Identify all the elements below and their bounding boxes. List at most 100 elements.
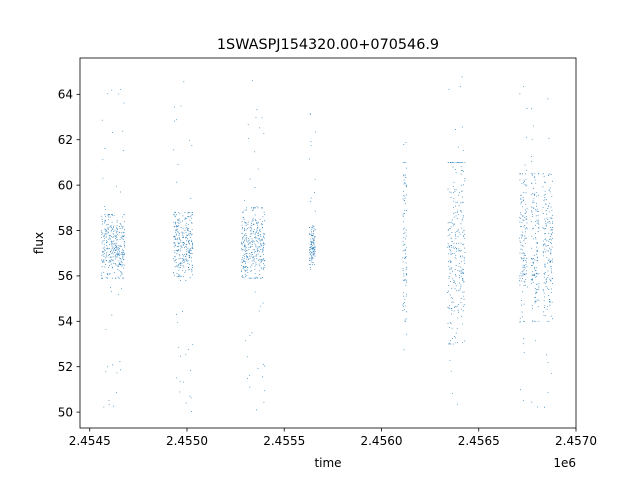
data-point xyxy=(183,258,185,260)
data-point xyxy=(185,232,187,233)
data-point xyxy=(463,298,465,300)
data-point xyxy=(460,223,462,225)
data-point xyxy=(246,257,248,259)
data-point xyxy=(313,237,315,239)
data-point xyxy=(101,119,103,121)
data-point xyxy=(101,233,103,235)
data-point xyxy=(122,226,124,228)
data-point xyxy=(252,232,254,234)
data-point xyxy=(533,268,535,270)
data-point xyxy=(254,151,255,153)
data-point xyxy=(537,406,539,408)
data-point xyxy=(254,255,256,257)
data-point xyxy=(463,260,465,262)
data-point xyxy=(256,240,258,242)
data-point xyxy=(184,261,186,263)
data-point xyxy=(533,258,534,259)
data-point xyxy=(544,243,546,245)
data-point xyxy=(452,301,454,303)
data-point xyxy=(452,297,454,299)
data-point xyxy=(241,221,243,223)
data-point xyxy=(522,343,524,345)
data-point xyxy=(462,310,464,312)
data-point xyxy=(178,237,180,239)
data-point xyxy=(404,309,406,311)
data-point xyxy=(404,174,406,176)
data-point xyxy=(118,277,120,279)
data-point xyxy=(404,319,406,321)
data-point xyxy=(121,227,123,229)
data-point xyxy=(245,247,247,249)
data-point xyxy=(261,245,263,247)
data-point xyxy=(457,269,459,271)
data-point xyxy=(263,260,265,262)
data-point xyxy=(538,227,540,229)
data-point xyxy=(549,187,551,189)
data-point xyxy=(104,222,106,224)
data-point xyxy=(251,238,253,240)
data-point xyxy=(120,369,122,371)
data-point xyxy=(245,250,246,252)
data-point xyxy=(178,267,180,269)
data-point xyxy=(242,266,244,267)
data-point xyxy=(537,260,538,261)
data-point xyxy=(243,257,245,259)
data-point xyxy=(526,266,528,268)
data-point xyxy=(249,242,251,244)
data-point xyxy=(120,245,122,247)
data-point xyxy=(403,144,405,145)
data-point xyxy=(263,253,264,255)
data-point xyxy=(119,262,121,264)
data-point xyxy=(111,253,113,255)
data-point xyxy=(191,247,193,249)
data-point xyxy=(531,174,533,176)
data-point xyxy=(259,240,261,242)
data-point xyxy=(522,264,524,266)
data-point xyxy=(104,248,105,250)
data-point xyxy=(182,269,184,271)
data-point xyxy=(314,264,316,266)
data-point xyxy=(543,314,545,316)
data-point xyxy=(526,270,527,272)
data-point xyxy=(192,274,194,276)
data-point xyxy=(313,244,315,246)
data-point xyxy=(402,279,404,281)
data-point xyxy=(457,214,459,216)
data-point xyxy=(449,272,451,274)
data-point xyxy=(110,230,112,232)
data-point xyxy=(251,241,253,243)
data-point xyxy=(536,222,538,224)
data-point xyxy=(406,280,407,282)
data-point xyxy=(185,236,187,238)
data-point xyxy=(103,250,105,252)
data-point xyxy=(536,253,538,255)
data-point xyxy=(112,228,114,230)
data-point xyxy=(402,261,404,263)
data-point xyxy=(118,260,120,262)
data-point xyxy=(533,254,535,256)
data-point xyxy=(264,390,266,392)
data-point xyxy=(524,164,526,166)
data-point xyxy=(248,257,250,259)
data-point xyxy=(251,233,252,235)
data-point xyxy=(258,259,259,261)
data-point xyxy=(403,228,404,230)
data-point xyxy=(548,289,550,291)
data-point xyxy=(535,283,537,285)
data-point xyxy=(543,311,545,313)
data-point xyxy=(115,264,117,266)
data-point xyxy=(522,235,524,237)
data-point xyxy=(109,272,111,274)
data-point xyxy=(546,225,548,227)
data-point xyxy=(460,284,462,286)
data-point xyxy=(314,250,316,252)
data-point xyxy=(311,231,312,233)
data-point xyxy=(182,232,183,234)
data-point xyxy=(115,249,117,251)
data-point xyxy=(543,406,545,408)
data-point xyxy=(536,208,538,210)
data-point xyxy=(107,277,108,279)
data-point xyxy=(526,211,527,213)
data-point xyxy=(537,231,539,233)
data-point xyxy=(524,216,526,218)
